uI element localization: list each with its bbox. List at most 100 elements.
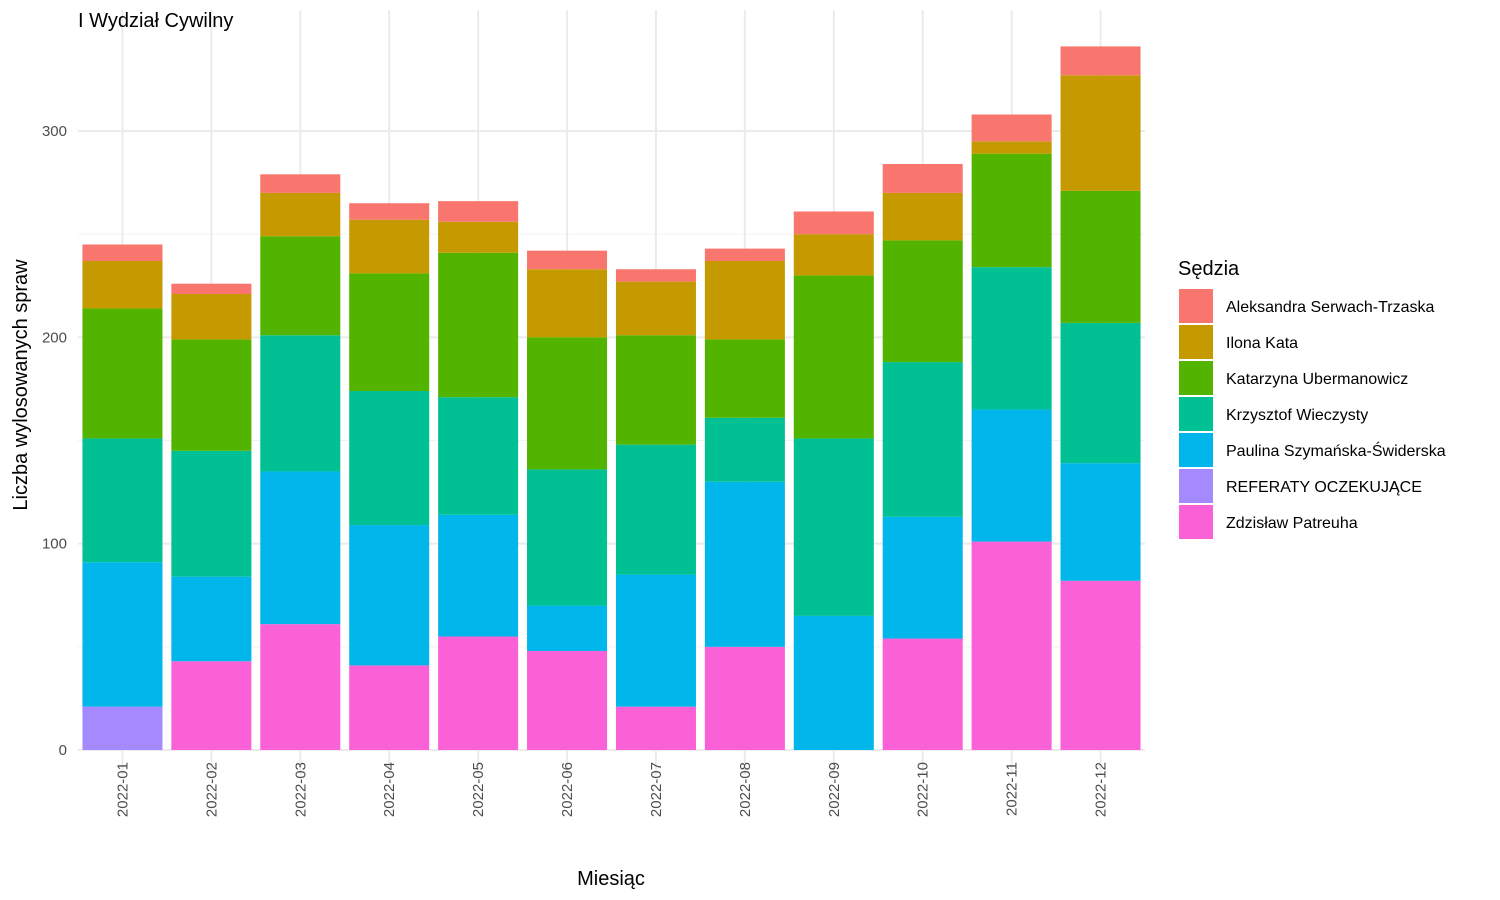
bar-segment	[527, 269, 608, 338]
bar-segment	[793, 275, 874, 439]
legend-swatch	[1179, 397, 1213, 431]
bars	[82, 46, 1141, 750]
x-axis-title: Miesiąc	[577, 868, 645, 890]
x-tick-label: 2022-07	[648, 762, 665, 817]
x-tick-label: 2022-03	[292, 762, 309, 817]
legend: Sędzia Aleksandra Serwach-Trzaska Ilona K…	[1178, 258, 1446, 539]
bar-segment	[171, 283, 252, 295]
bar-segment	[882, 164, 963, 193]
bar-segment	[527, 605, 608, 651]
bar-segment	[704, 248, 785, 261]
legend-label: Zdzisław Patreuha	[1226, 515, 1358, 532]
bar-segment	[438, 397, 519, 515]
x-tick-label: 2022-01	[114, 762, 131, 817]
bar-segment	[1060, 46, 1141, 76]
bar-segment	[527, 650, 608, 750]
x-tick-label: 2022-11	[1004, 762, 1021, 816]
chart-title: I Wydział Cywilny	[78, 10, 233, 32]
bar-segment	[171, 576, 252, 662]
legend-swatch	[1179, 325, 1213, 359]
bar-segment	[971, 141, 1052, 154]
x-tick-label: 2022-12	[1093, 762, 1110, 817]
bar-segment	[793, 438, 874, 616]
bar-segment	[438, 636, 519, 750]
bar-segment	[615, 574, 696, 707]
bar-segment	[882, 240, 963, 363]
bar-segment	[882, 362, 963, 517]
x-tick-label: 2022-08	[737, 762, 754, 817]
x-tick-label: 2022-05	[470, 762, 487, 817]
bar-segment	[1060, 463, 1141, 581]
bar-segment	[171, 339, 252, 451]
y-axis-ticks: 0 100 200 300	[42, 123, 67, 759]
legend-swatch	[1179, 361, 1213, 395]
legend-label: Aleksandra Serwach-Trzaska	[1226, 299, 1434, 316]
bar-segment	[793, 615, 874, 750]
bar-segment	[82, 706, 163, 750]
bar-segment	[704, 339, 785, 418]
bar-segment	[82, 260, 163, 309]
bar-segment	[971, 541, 1052, 750]
bar-segment	[615, 706, 696, 750]
bar-segment	[527, 469, 608, 606]
x-axis-ticks: 2022-01 2022-02 2022-03 2022-04 2022-05 2022-…	[114, 762, 1109, 817]
bar-segment	[82, 308, 163, 439]
bar-segment	[349, 219, 430, 274]
bar-segment	[615, 335, 696, 445]
bar-segment	[349, 390, 430, 526]
legend-label: Krzysztof Wieczysty	[1226, 407, 1368, 424]
legend-swatch	[1179, 469, 1213, 503]
bar-segment	[971, 267, 1052, 410]
legend-swatch	[1179, 289, 1213, 323]
bar-segment	[615, 444, 696, 575]
bar-segment	[438, 252, 519, 398]
bar-segment	[82, 438, 163, 563]
x-tick-label: 2022-06	[559, 762, 576, 817]
bar-segment	[615, 281, 696, 336]
bar-segment	[882, 192, 963, 241]
legend-swatch	[1179, 505, 1213, 539]
bar-segment	[882, 638, 963, 750]
legend-label: REFERATY OCZEKUJĄCE	[1226, 479, 1422, 496]
bar-segment	[971, 114, 1052, 142]
legend-label: Katarzyna Ubermanowicz	[1226, 371, 1408, 388]
x-tick-label: 2022-09	[826, 762, 843, 817]
legend-label: Ilona Kata	[1226, 335, 1298, 352]
bar-segment	[260, 624, 341, 750]
bar-segment	[882, 516, 963, 639]
legend-swatch	[1179, 433, 1213, 467]
bar-segment	[260, 335, 341, 472]
bar-segment	[527, 250, 608, 270]
bar-segment	[438, 514, 519, 637]
bar-segment	[260, 192, 341, 237]
bar-segment	[1060, 75, 1141, 191]
bar-segment	[349, 665, 430, 750]
y-tick-label: 100	[42, 536, 67, 553]
bar-segment	[349, 273, 430, 391]
bar-segment	[349, 203, 430, 220]
bar-segment	[438, 201, 519, 222]
bar-segment	[527, 337, 608, 470]
x-tick-label: 2022-02	[203, 762, 220, 817]
y-axis-title: Liczba wylosowanych spraw	[10, 259, 32, 511]
y-tick-label: 0	[59, 742, 67, 759]
bar-segment	[82, 244, 163, 261]
bar-segment	[971, 409, 1052, 542]
bar-segment	[171, 294, 252, 340]
x-tick-label: 2022-04	[381, 762, 398, 817]
x-tick-label: 2022-10	[915, 762, 932, 817]
legend-title: Sędzia	[1178, 258, 1240, 280]
bar-segment	[1060, 580, 1141, 750]
bar-segment	[260, 471, 341, 625]
bar-segment	[349, 525, 430, 666]
bar-segment	[704, 646, 785, 750]
bar-segment	[260, 236, 341, 336]
bar-segment	[793, 234, 874, 276]
bar-segment	[82, 562, 163, 707]
bar-segment	[704, 481, 785, 647]
bar-segment	[171, 661, 252, 750]
bar-segment	[704, 260, 785, 340]
bar-segment	[171, 450, 252, 577]
bar-segment	[793, 211, 874, 235]
